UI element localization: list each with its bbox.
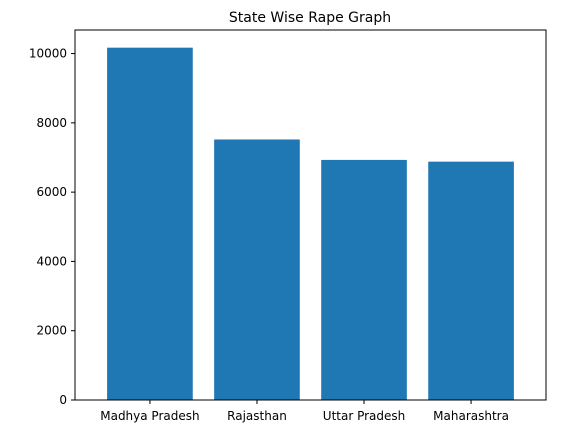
- chart-title: State Wise Rape Graph: [229, 10, 391, 26]
- x-tick-label: Uttar Pradesh: [323, 409, 405, 423]
- x-tick-label: Maharashtra: [433, 409, 509, 423]
- y-tick-label: 10000: [29, 47, 67, 61]
- x-tick-label: Rajasthan: [227, 409, 287, 423]
- bar-uttar-pradesh: [321, 160, 407, 400]
- y-tick-label: 2000: [36, 324, 67, 338]
- y-axis: 0 2000 4000 6000 8000 10000: [29, 47, 75, 407]
- bar-maharashtra: [428, 162, 514, 400]
- bar-madhya-pradesh: [107, 48, 193, 400]
- y-tick-label: 6000: [36, 185, 67, 199]
- y-tick-label: 4000: [36, 254, 67, 268]
- y-tick-label: 0: [59, 393, 67, 407]
- x-tick-label: Madhya Pradesh: [100, 409, 199, 423]
- bars-group: [107, 48, 514, 400]
- y-tick-label: 8000: [36, 116, 67, 130]
- bar-rajasthan: [214, 139, 300, 400]
- x-axis: Madhya Pradesh Rajasthan Uttar Pradesh Maha…: [100, 400, 509, 423]
